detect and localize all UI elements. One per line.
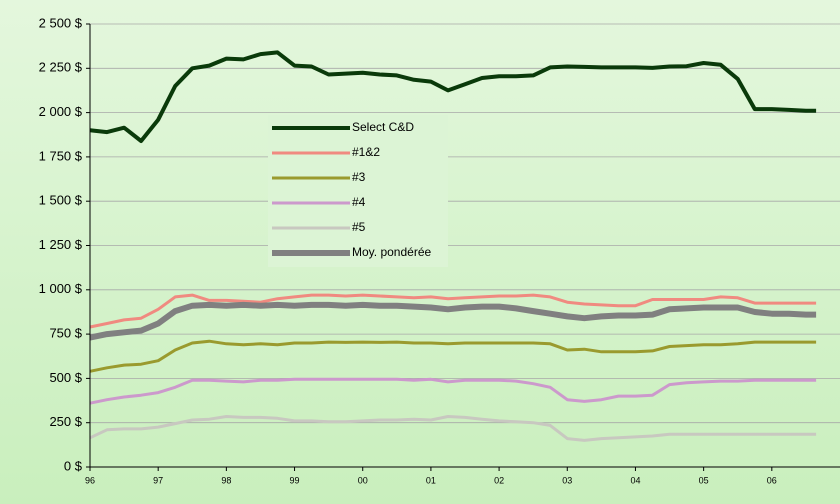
y-tick-label: 2 000 $ [39, 104, 83, 119]
legend-label: #3 [352, 170, 366, 184]
x-tick-label: 06 [767, 475, 777, 485]
series-line [89, 50, 817, 143]
x-tick-label: 02 [494, 475, 504, 485]
series-line [89, 293, 817, 329]
axes: 0 $ 250 $ 500 $ 750 $ 1 000 $ 1 250 $ 1 500 $ 1… [39, 15, 840, 485]
x-tick-label: 01 [426, 475, 436, 485]
y-tick-label: 2 500 $ [39, 15, 83, 30]
legend-label: Select C&D [352, 120, 414, 134]
y-tick-label: 0 $ [64, 458, 83, 473]
legend-box [268, 115, 448, 267]
y-tick-label: 1 750 $ [39, 148, 83, 163]
series-line [89, 301, 817, 341]
y-tick-label: 1 250 $ [39, 237, 83, 252]
series-line [89, 415, 817, 442]
x-tick-label: 04 [630, 475, 640, 485]
x-tick-label: 05 [699, 475, 709, 485]
plot-lines [89, 50, 817, 442]
series-line [89, 339, 817, 373]
y-tick-label: 500 $ [49, 370, 82, 385]
x-tick-label: 97 [153, 475, 163, 485]
legend-label: #4 [352, 195, 366, 209]
x-tick-label: 99 [290, 475, 300, 485]
x-tick-label: 00 [358, 475, 368, 485]
y-tick-label: 1 000 $ [39, 281, 83, 296]
grid [90, 23, 840, 468]
x-tick-label: 03 [562, 475, 572, 485]
legend-label: Moy. pondérée [352, 245, 431, 259]
y-tick-label: 2 250 $ [39, 60, 83, 75]
series-line [89, 377, 817, 405]
legend-label: #1&2 [352, 145, 380, 159]
y-tick-label: 1 500 $ [39, 193, 83, 208]
x-tick-label: 98 [221, 475, 231, 485]
y-tick-label: 250 $ [49, 414, 82, 429]
legend-label: #5 [352, 220, 366, 234]
legend: Select C&D #1&2 #3 #4 #5 Moy. pondérée [268, 115, 448, 267]
y-tick-label: 750 $ [49, 326, 82, 341]
x-tick-label: 96 [85, 475, 95, 485]
